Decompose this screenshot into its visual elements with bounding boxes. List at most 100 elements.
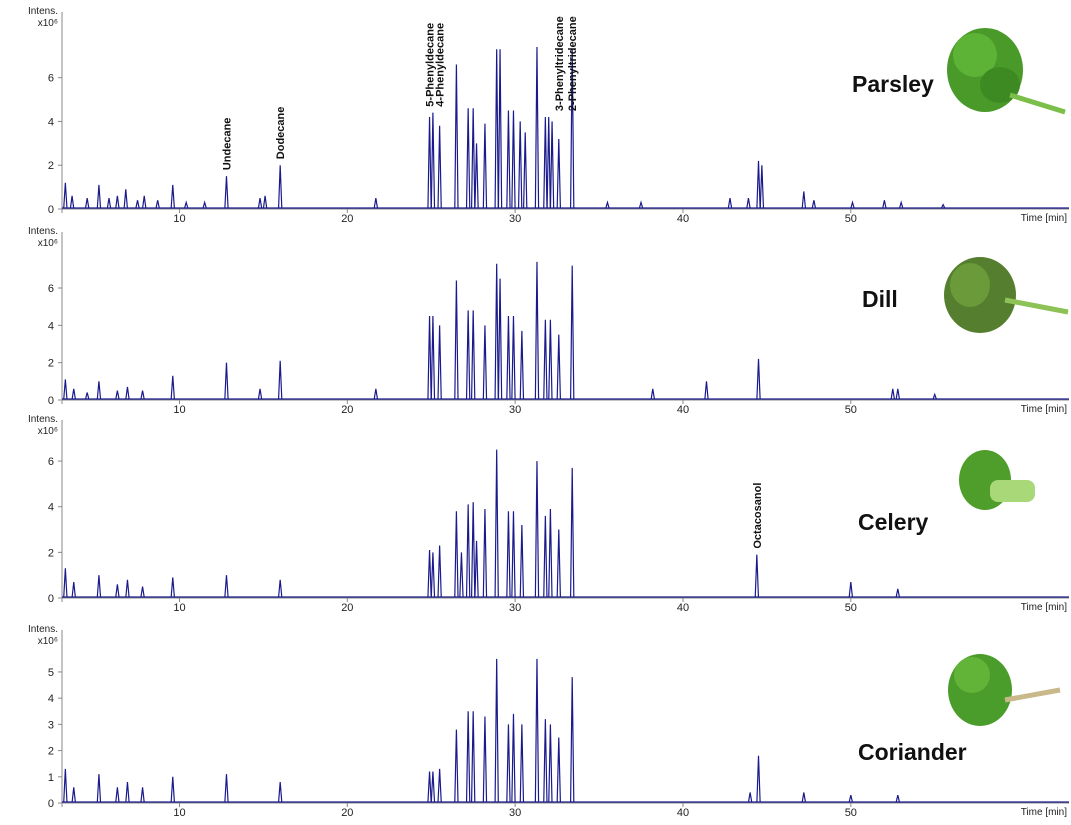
peak [474,143,479,209]
peak [84,392,90,400]
peak [140,390,145,400]
y-tick-label: 2 [48,547,54,559]
x-tick-label: 10 [173,213,185,225]
peak [754,554,760,598]
peak [570,49,575,209]
peak [202,200,207,209]
peak [155,200,160,209]
parsley-picture [947,28,1066,115]
peak [548,724,553,803]
peak [115,195,120,209]
peak [465,504,471,598]
peak [549,121,555,209]
x-tick-label: 40 [677,404,689,416]
x-tick-label: 30 [509,213,521,225]
peak [511,511,516,598]
y-axis-unit: x10⁶ [38,636,58,647]
peak [96,381,102,400]
peak [890,388,895,400]
peak [482,716,488,803]
peak [506,315,511,400]
peak [570,265,575,400]
peak [497,278,503,400]
y-axis-label: Intens. [28,414,58,425]
y-tick-label: 2 [48,746,54,758]
peak [506,724,511,803]
sample-name: Parsley [852,71,934,97]
y-tick-label: 0 [48,395,54,407]
peak [470,310,476,400]
peak [747,792,753,803]
peak [494,449,499,598]
peak [482,508,488,598]
peak [123,189,128,209]
sample-name: Dill [862,286,898,312]
peak [519,724,525,803]
x-tick-label: 50 [845,213,857,225]
peak [454,280,459,400]
y-tick-label: 0 [48,204,54,216]
peak [523,132,528,209]
peak [125,386,130,400]
peak [69,195,75,209]
x-axis-label: Time [min] [1021,404,1068,415]
y-axis-label: Intens. [28,624,58,635]
peak [71,787,76,803]
peak [494,658,499,803]
x-axis-label: Time [min] [1021,807,1068,818]
peak [454,64,459,209]
plant-pictures [944,28,1069,726]
peak [71,388,76,400]
x-tick-label: 40 [677,213,689,225]
peak [430,315,436,400]
peak [437,125,442,209]
peak [437,325,442,400]
peak [470,502,476,598]
y-tick-label: 4 [48,320,54,332]
peak [71,581,76,598]
x-axis-label: Time [min] [1021,213,1068,224]
peak [482,123,488,209]
y-tick-label: 0 [48,798,54,810]
celery-picture [959,450,1035,510]
peak [506,511,511,598]
sample-name: Celery [858,509,929,535]
peak [759,165,765,209]
peak [898,200,904,209]
peak [125,781,130,803]
peak-annotation: 5-Phenyldecane [425,23,437,107]
peak [96,575,102,598]
x-tick-label: 40 [677,807,689,819]
x-tick-label: 20 [341,807,353,819]
coriander-picture [948,654,1061,726]
peak [519,330,525,400]
peak [756,160,761,209]
peak-annotation: Undecane [221,118,233,171]
peak [727,197,733,209]
peak [932,392,937,400]
peak [940,203,946,209]
peak [142,195,147,209]
peak [427,315,432,400]
peak [84,197,90,209]
peak [430,771,436,803]
peak [277,165,283,209]
peak [257,197,263,209]
peak [454,511,459,598]
peak [548,319,553,400]
peak [511,713,516,803]
peak [556,737,561,803]
peak [474,540,479,598]
peak [556,138,561,209]
peak [224,575,229,598]
peak [511,110,516,209]
peak [801,792,807,803]
peak [756,358,761,400]
peak [519,524,525,598]
peak [556,529,561,598]
y-axis-unit: x10⁶ [38,18,58,29]
dill-picture [944,257,1069,333]
peak [184,200,189,209]
y-tick-label: 2 [48,358,54,370]
